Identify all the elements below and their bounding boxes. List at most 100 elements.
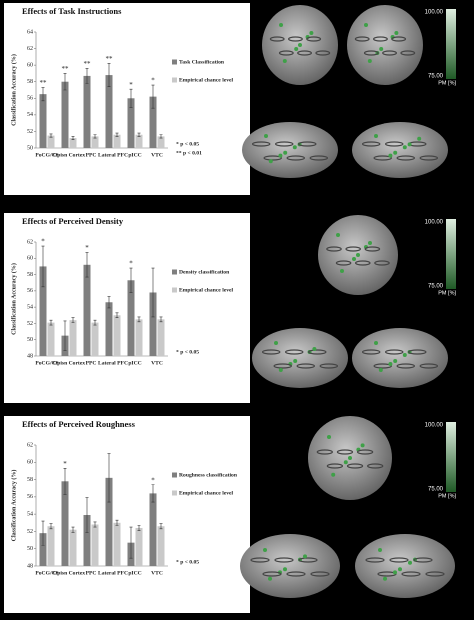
brain-sulcus [262, 571, 282, 577]
bar [149, 292, 157, 356]
bar [91, 524, 99, 566]
y-tick-label: 48 [27, 563, 33, 569]
error-bar [49, 319, 53, 326]
error-bar [41, 520, 45, 546]
y-tick-label: 52 [27, 529, 33, 535]
x-tick-label: PPC [86, 570, 97, 576]
chart-title: Effects of Perceived Roughness [22, 419, 136, 429]
legend-swatch [172, 59, 177, 65]
bar [135, 319, 143, 356]
error-bar [107, 453, 111, 503]
brain-sulcus [396, 155, 415, 161]
y-tick-label: 50 [27, 546, 33, 552]
activation-spot [378, 548, 382, 552]
brain-sulcus [288, 36, 303, 42]
bar [39, 94, 47, 148]
significance: * [151, 77, 155, 85]
colorbar-unit: PM [%] [438, 80, 456, 86]
activation-spot [274, 341, 278, 345]
legend-label: Roughness classification [179, 472, 238, 478]
error-bar [41, 87, 45, 102]
bar [105, 477, 113, 566]
y-tick-label: 56 [27, 96, 33, 102]
colorbar-max: 100.00 [425, 10, 444, 16]
brain-sulcus [286, 155, 305, 161]
activation-spot [379, 47, 384, 51]
activation-spot [378, 368, 383, 372]
brain-sulcus [298, 141, 317, 147]
significance: * [129, 81, 133, 89]
error-bar [159, 134, 163, 139]
activation-spot [312, 347, 317, 351]
bar [113, 134, 121, 148]
activation-spot [268, 576, 272, 581]
brain-sulcus [373, 363, 392, 369]
bar [61, 481, 69, 566]
legend-label: Empirical chance level [179, 287, 234, 293]
y-tick-label: 52 [27, 129, 33, 135]
brain-sulcus [315, 50, 331, 56]
colorbar-min: 75.00 [428, 284, 444, 290]
bar [135, 134, 143, 148]
error-bar [115, 519, 119, 526]
brain-sulcus [373, 155, 392, 161]
activation-spot [394, 31, 399, 35]
x-tick-label: PPC [86, 360, 97, 366]
brain-sulcus [297, 50, 313, 56]
bar [47, 135, 55, 148]
brain-sulcus [382, 50, 398, 56]
brain-sulcus [354, 260, 371, 266]
x-tick-label: Lateral PFC [98, 570, 128, 576]
legend-label: Task Classification [179, 59, 225, 65]
error-bar [85, 68, 89, 84]
legend-swatch [172, 287, 177, 293]
brain-sulcus [400, 50, 416, 56]
brain-sulcus [269, 36, 285, 42]
brain-sulcus [316, 449, 333, 455]
activation-spot [402, 353, 407, 357]
brain-sulcus [261, 349, 281, 355]
brain-sulcus [308, 349, 327, 355]
error-bar [137, 132, 141, 137]
activation-spot [336, 233, 340, 237]
note: * p < 0.05 [176, 349, 199, 355]
x-tick-label: PoCG/CS [35, 152, 58, 158]
y-tick-label: 58 [27, 272, 33, 278]
brain-sulcus [374, 260, 390, 266]
y-axis-label: Classification Accuracy (%) [10, 263, 17, 335]
x-tick-label: VTC [151, 360, 163, 366]
brain-sulcus [391, 36, 407, 42]
error-bar [41, 245, 45, 288]
error-bar [129, 88, 133, 108]
brain-sulcus [384, 141, 404, 147]
legend-swatch [172, 490, 177, 496]
bar [69, 138, 77, 148]
activation-spot [408, 560, 412, 565]
bar [105, 75, 113, 148]
brain-sulcus [274, 557, 294, 563]
bar [135, 527, 143, 566]
legend-label: Empirical chance level [179, 77, 234, 83]
brain-sulcus [361, 141, 381, 147]
y-tick-label: 60 [27, 460, 33, 466]
significance: * [151, 476, 155, 484]
x-tick-label: Opisn Cortex [53, 360, 85, 366]
y-tick-label: 50 [27, 337, 33, 343]
chart-panel [4, 416, 250, 613]
colorbar-max: 100.00 [425, 423, 444, 429]
x-tick-label: Opisn Cortex [53, 152, 85, 158]
significance: ** [84, 60, 92, 68]
brain-sulcus [298, 557, 318, 563]
activation-spot [309, 31, 314, 35]
brain-sulcus [364, 246, 381, 252]
note: * p < 0.05 [176, 141, 199, 147]
x-tick-label: Lateral PFC [98, 152, 128, 158]
bar [149, 96, 157, 148]
activation-spot [331, 472, 336, 477]
error-bar [49, 133, 53, 138]
brain-sulcus [326, 246, 342, 252]
significance: * [85, 244, 89, 252]
colorbar-max: 100.00 [425, 220, 444, 226]
legend-swatch [172, 472, 177, 478]
activation-spot [264, 134, 268, 138]
